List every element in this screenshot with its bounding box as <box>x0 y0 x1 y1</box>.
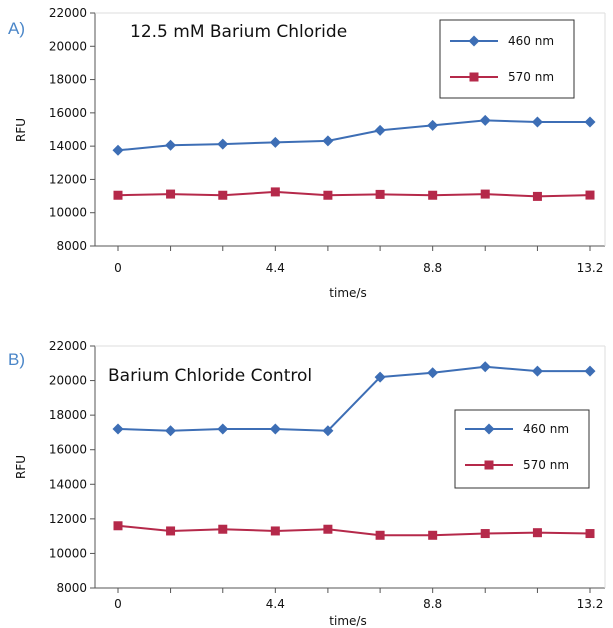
legend: 460 nm 570 nm <box>454 409 590 489</box>
y-tick-label: 18000 <box>49 73 87 87</box>
legend-box <box>439 19 575 99</box>
data-point-square <box>113 521 123 531</box>
legend-marker-diamond <box>468 35 480 47</box>
x-axis-label: time/s <box>329 614 366 628</box>
data-point-diamond <box>427 367 439 379</box>
data-point-square <box>375 189 385 199</box>
data-point-diamond <box>112 144 124 156</box>
data-point-diamond <box>479 361 491 373</box>
data-point-square <box>166 189 176 199</box>
data-point-square <box>585 529 595 539</box>
series-570nm <box>113 521 595 540</box>
data-point-diamond <box>217 138 229 150</box>
data-point-square <box>166 526 176 536</box>
data-point-square <box>323 524 333 534</box>
y-axis-label: RFU <box>14 455 28 479</box>
data-point-diamond <box>427 119 439 131</box>
chart-panel-a: A) 12.5 mM Barium Chloride 8000 10000 12000 1… <box>8 6 606 300</box>
y-tick-label: 20000 <box>49 374 87 388</box>
data-point-square <box>270 187 280 197</box>
data-point-square <box>480 529 490 539</box>
data-point-square <box>218 524 228 534</box>
data-point-diamond <box>322 425 334 437</box>
y-tick-label: 12000 <box>49 172 87 186</box>
x-tick-label: 13.2 <box>577 261 604 275</box>
x-tick-label: 4.4 <box>266 597 285 611</box>
data-point-square <box>480 189 490 199</box>
data-point-square <box>428 530 438 540</box>
chart-title: Barium Chloride Control <box>108 366 312 386</box>
y-tick-label: 8000 <box>56 581 87 595</box>
x-tick-label: 8.8 <box>423 261 442 275</box>
panel-letter: B) <box>8 350 25 369</box>
series-460nm <box>112 114 596 156</box>
legend-entry-label: 570 nm <box>508 70 554 84</box>
x-tick-label: 13.2 <box>577 597 604 611</box>
legend-marker-square <box>484 460 494 470</box>
data-point-diamond <box>374 371 386 383</box>
y-tick-label: 12000 <box>49 512 87 526</box>
series-line <box>117 524 591 537</box>
data-point-square <box>270 526 280 536</box>
x-tick-label: 0 <box>114 261 122 275</box>
y-tick-label: 10000 <box>49 546 87 560</box>
y-tick-label: 16000 <box>49 106 87 120</box>
data-point-diamond <box>269 423 281 435</box>
data-point-diamond <box>165 425 177 437</box>
legend-entry-label: 570 nm <box>523 458 569 472</box>
x-tick-label: 8.8 <box>423 597 442 611</box>
legend: 460 nm 570 nm <box>439 19 575 99</box>
data-point-diamond <box>584 116 596 128</box>
y-tick-label: 18000 <box>49 408 87 422</box>
data-point-diamond <box>531 365 543 377</box>
x-tick-label: 4.4 <box>266 261 285 275</box>
chart-panel-b: B) Barium Chloride Control 8000 10000 12000 1… <box>8 339 606 628</box>
data-point-square <box>375 530 385 540</box>
legend-box <box>454 409 590 489</box>
series-line <box>117 365 590 432</box>
data-point-diamond <box>112 423 124 435</box>
data-point-diamond <box>584 365 596 377</box>
data-point-square <box>585 190 595 200</box>
panel-letter: A) <box>8 19 25 38</box>
y-tick-label: 14000 <box>49 139 87 153</box>
y-axis-label: RFU <box>14 118 28 142</box>
legend-entry-label: 460 nm <box>523 422 569 436</box>
y-tick-label: 22000 <box>49 6 87 20</box>
y-tick-label: 10000 <box>49 206 87 220</box>
data-point-square <box>532 528 542 538</box>
data-point-diamond <box>217 423 229 435</box>
y-tick-label: 22000 <box>49 339 87 353</box>
x-tick-label: 0 <box>114 597 122 611</box>
data-point-square <box>218 190 228 200</box>
data-point-diamond <box>269 136 281 148</box>
legend-marker-square <box>469 72 479 82</box>
x-axis-label: time/s <box>329 286 366 300</box>
data-point-square <box>113 190 123 200</box>
series-line <box>117 119 590 152</box>
data-point-diamond <box>479 114 491 126</box>
data-point-square <box>532 191 542 201</box>
legend-entry-label: 460 nm <box>508 34 554 48</box>
data-point-diamond <box>531 116 543 128</box>
y-tick-label: 20000 <box>49 39 87 53</box>
y-tick-label: 8000 <box>56 239 87 253</box>
series-460nm <box>112 361 596 437</box>
series-570nm <box>113 187 595 201</box>
data-point-diamond <box>374 124 386 136</box>
data-point-diamond <box>165 139 177 151</box>
chart-title: 12.5 mM Barium Chloride <box>130 22 347 42</box>
y-tick-label: 14000 <box>49 477 87 491</box>
data-point-square <box>323 190 333 200</box>
data-point-square <box>428 190 438 200</box>
legend-marker-diamond <box>483 423 495 435</box>
series-line <box>117 190 591 198</box>
y-tick-label: 16000 <box>49 443 87 457</box>
data-point-diamond <box>322 135 334 147</box>
